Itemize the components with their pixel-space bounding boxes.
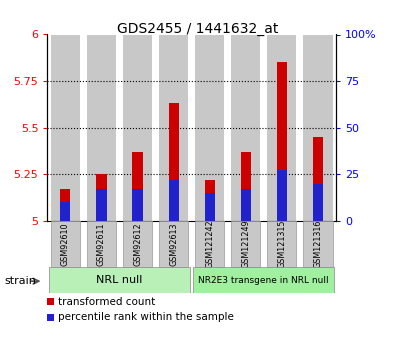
Bar <box>231 34 260 221</box>
Bar <box>313 137 323 221</box>
Bar <box>205 193 214 221</box>
Bar <box>60 202 70 221</box>
Bar <box>169 104 179 221</box>
Bar <box>51 34 80 221</box>
Text: GSM92610: GSM92610 <box>61 222 70 266</box>
FancyBboxPatch shape <box>49 267 190 293</box>
Text: NR2E3 transgene in NRL null: NR2E3 transgene in NRL null <box>198 276 329 285</box>
Bar <box>60 189 70 221</box>
Text: GSM121249: GSM121249 <box>241 220 250 268</box>
Bar <box>195 34 224 221</box>
Text: GSM92613: GSM92613 <box>169 222 178 266</box>
Bar <box>267 34 297 221</box>
Bar <box>132 152 143 221</box>
FancyBboxPatch shape <box>51 221 80 267</box>
FancyBboxPatch shape <box>195 221 224 267</box>
FancyBboxPatch shape <box>267 221 297 267</box>
Bar <box>205 180 214 221</box>
FancyBboxPatch shape <box>194 267 334 293</box>
Bar <box>96 174 107 221</box>
Text: NRL null: NRL null <box>96 275 143 285</box>
Bar <box>132 189 143 221</box>
Text: transformed count: transformed count <box>58 297 155 306</box>
Bar <box>123 34 152 221</box>
Text: GDS2455 / 1441632_at: GDS2455 / 1441632_at <box>117 22 278 37</box>
FancyBboxPatch shape <box>159 221 188 267</box>
FancyBboxPatch shape <box>87 221 116 267</box>
Bar <box>87 34 116 221</box>
Text: percentile rank within the sample: percentile rank within the sample <box>58 313 233 322</box>
FancyBboxPatch shape <box>231 221 260 267</box>
Bar <box>159 34 188 221</box>
Bar <box>313 184 323 221</box>
Text: GSM92612: GSM92612 <box>133 222 142 266</box>
Bar <box>169 180 179 221</box>
Text: GSM121316: GSM121316 <box>313 220 322 268</box>
Text: GSM121315: GSM121315 <box>277 220 286 268</box>
Bar <box>276 170 287 221</box>
Bar <box>96 189 107 221</box>
Text: GSM92611: GSM92611 <box>97 222 106 266</box>
Bar <box>241 152 251 221</box>
Bar <box>303 34 333 221</box>
Bar <box>276 62 287 221</box>
FancyBboxPatch shape <box>123 221 152 267</box>
Text: GSM121242: GSM121242 <box>205 220 214 268</box>
Bar <box>241 189 251 221</box>
FancyBboxPatch shape <box>303 221 333 267</box>
Text: strain: strain <box>5 276 37 286</box>
